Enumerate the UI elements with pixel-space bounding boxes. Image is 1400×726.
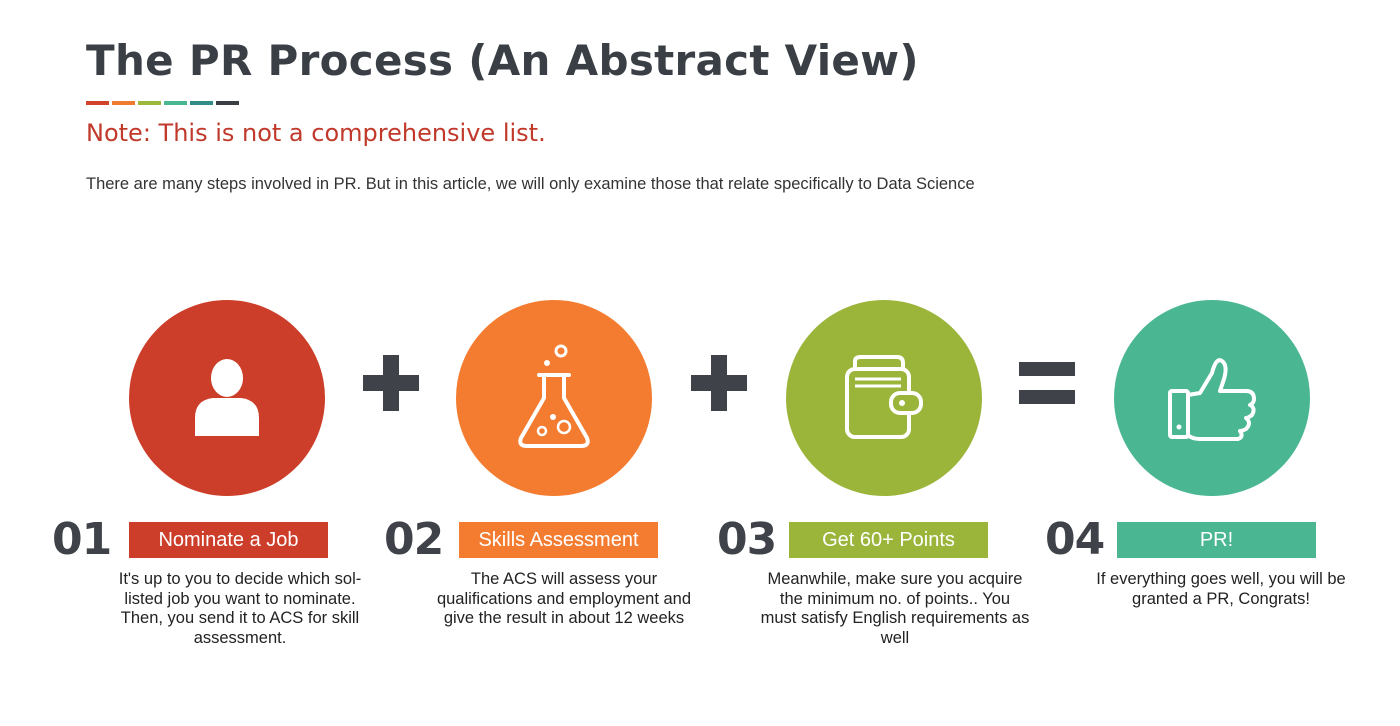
person-icon: [195, 359, 259, 436]
step-2-description: The ACS will assess your qualifications …: [436, 570, 692, 627]
step-3-label: Get 60+ Points: [789, 522, 988, 558]
thumbs-up-icon: [1168, 358, 1256, 441]
step-1-label: Nominate a Job: [129, 522, 328, 558]
step-4-circle: [1114, 300, 1310, 496]
step-1-circle: [129, 300, 325, 496]
flask-icon: [518, 344, 590, 448]
color-swatch: [164, 101, 187, 105]
page-title: The PR Process (An Abstract View): [86, 36, 919, 85]
equals-icon: [1019, 362, 1075, 404]
step-2-circle: [456, 300, 652, 496]
note-text: Note: This is not a comprehensive list.: [86, 119, 546, 147]
plus-icon: [691, 355, 747, 411]
step-1-description: It's up to you to decide which sol-liste…: [118, 570, 362, 647]
step-2-label: Skills Assessment: [459, 522, 658, 558]
step-3-circle: [786, 300, 982, 496]
step-3-description: Meanwhile, make sure you acquire the min…: [760, 570, 1030, 647]
wallet-icon: [845, 355, 923, 439]
plus-icon: [363, 355, 419, 411]
color-swatch: [190, 101, 213, 105]
color-swatch: [138, 101, 161, 105]
step-2-number: 02: [384, 514, 444, 565]
color-swatch: [112, 101, 135, 105]
step-4-number: 04: [1045, 514, 1105, 565]
step-4-description: If everything goes well, you will be gra…: [1096, 570, 1346, 608]
color-swatch: [86, 101, 109, 105]
color-bar-divider: [86, 101, 239, 105]
color-swatch: [216, 101, 239, 105]
intro-text: There are many steps involved in PR. But…: [86, 175, 975, 193]
step-4-label: PR!: [1117, 522, 1316, 558]
step-1-number: 01: [52, 514, 112, 565]
step-3-number: 03: [717, 514, 777, 565]
